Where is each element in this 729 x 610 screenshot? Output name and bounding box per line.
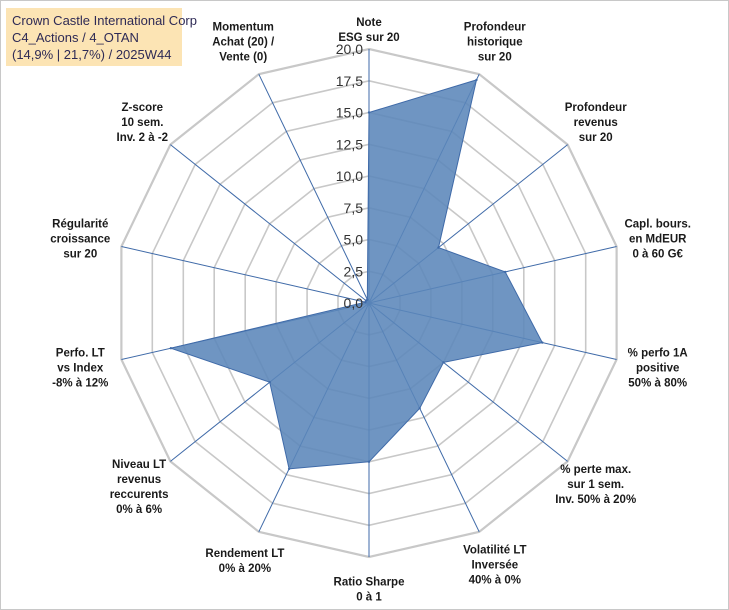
axis-label-10-line-2: revenus [117, 474, 161, 486]
axis-label-7-line-2: Inversée [471, 559, 518, 571]
axis-label-5-line-3: 50% à 80% [628, 378, 687, 390]
radial-tick-labels: 0,0 2,5 5,0 7,5 10,0 12,5 15,0 17,5 20,0 [336, 41, 363, 311]
axis-label-7-line-1: Volatilité LT [463, 544, 526, 556]
axis-label-13-line-1: Z-score [122, 102, 164, 114]
axis-label-1-line-1: Note [356, 17, 382, 29]
axis-label-1: Note ESG sur 20 [338, 17, 399, 44]
axis-label-13-line-3: Inv. 2 à -2 [117, 132, 169, 144]
tick-label-4: 10,0 [336, 168, 363, 184]
tick-label-2: 5,0 [344, 232, 364, 248]
axis-label-3-line-3: sur 20 [579, 132, 613, 144]
axis-label-9-line-1: Rendement LT [205, 548, 284, 560]
data-point-11 [169, 347, 173, 350]
axis-label-8-line-1: Ratio Sharpe [334, 577, 405, 589]
tick-label-6: 15,0 [336, 105, 363, 121]
data-point-1 [367, 111, 371, 114]
axis-label-7-line-3: 40% à 0% [469, 574, 521, 586]
axis-label-4-line-1: Capl. bours. [624, 219, 690, 231]
title-stats: (14,9% | 21,7%) / 2025W44 [12, 47, 172, 62]
axis-label-6: % perte max. sur 1 sem. Inv. 50% à 20% [555, 464, 636, 506]
axis-label-2-line-1: Profondeur [464, 22, 526, 34]
chart-title-box: Crown Castle International Corp C4_Actio… [6, 8, 197, 66]
axis-label-13: Z-score 10 sem. Inv. 2 à -2 [117, 102, 169, 144]
tick-label-7: 17,5 [336, 73, 363, 89]
axis-label-9: Rendement LT 0% à 20% [205, 548, 284, 575]
axis-label-6-line-2: sur 1 sem. [567, 479, 624, 491]
axis-label-3: Profondeur revenus sur 20 [565, 102, 627, 144]
axis-label-2-line-2: historique [467, 37, 523, 49]
axis-label-10-line-3: reccurents [110, 489, 169, 501]
data-point-4 [504, 270, 507, 274]
axis-label-5-line-1: % perfo 1A [628, 348, 688, 360]
axis-label-4-line-3: 0 à 60 G€ [632, 249, 683, 261]
data-point-6 [442, 361, 445, 364]
tick-label-5: 12,5 [336, 136, 363, 152]
axis-labels: Note ESG sur 20 Profondeur historique sur 20… [50, 17, 691, 604]
axis-label-13-line-2: 10 sem. [121, 117, 163, 129]
axis-label-4: Capl. bours. en MdEUR 0 à 60 G€ [624, 219, 690, 261]
axis-label-12: Régularité croissance sur 20 [50, 219, 110, 261]
axis-label-2: Profondeur historique sur 20 [464, 22, 526, 64]
axis-label-5: % perfo 1A positive 50% à 80% [628, 348, 688, 390]
axis-label-11-line-3: -8% à 12% [52, 378, 108, 390]
axis-label-6-line-3: Inv. 50% à 20% [555, 494, 636, 506]
axis-label-1-line-2: ESG sur 20 [338, 32, 399, 44]
data-point-8 [367, 460, 371, 463]
axis-label-8: Ratio Sharpe 0 à 1 [334, 577, 405, 604]
axis-label-3-line-2: revenus [574, 117, 618, 129]
data-point-14 [366, 298, 369, 301]
axis-label-5-line-2: positive [636, 363, 679, 375]
axis-label-6-line-1: % perte max. [560, 464, 631, 476]
axis-label-12-line-1: Régularité [52, 219, 108, 231]
axis-label-9-line-2: 0% à 20% [219, 563, 271, 575]
title-company: Crown Castle International Corp [12, 13, 197, 28]
axis-label-10-line-1: Niveau LT [112, 459, 166, 471]
axis-label-11-line-2: vs Index [57, 363, 104, 375]
axis-label-8-line-2: 0 à 1 [356, 592, 382, 604]
axis-label-14-line-1: Momentum [213, 22, 274, 34]
axis-label-11: Perfo. LT vs Index -8% à 12% [52, 348, 108, 390]
radar-series [169, 78, 544, 471]
axis-label-14: Momentum Achat (20) / Vente (0) [212, 22, 275, 64]
axis-label-4-line-2: en MdEUR [629, 234, 687, 246]
tick-label-0: 0,0 [344, 295, 364, 311]
axis-label-10-line-4: 0% à 6% [116, 504, 162, 516]
data-point-5 [541, 341, 544, 344]
axis-label-14-line-3: Vente (0) [219, 52, 267, 64]
axis-label-14-line-2: Achat (20) / [212, 37, 275, 49]
axis-label-12-line-2: croissance [50, 234, 110, 246]
spoke-13 [170, 144, 370, 304]
axis-label-10: Niveau LT revenus reccurents 0% à 6% [110, 459, 169, 516]
tick-label-3: 7,5 [344, 200, 364, 216]
title-category: C4_Actions / 4_OTAN [12, 30, 139, 45]
spoke-12 [121, 246, 370, 304]
axis-label-11-line-1: Perfo. LT [56, 348, 105, 360]
axis-label-2-line-3: sur 20 [478, 52, 512, 64]
data-point-2 [475, 78, 478, 82]
data-point-9 [287, 467, 291, 471]
spoke-14 [258, 73, 370, 304]
axis-label-3-line-1: Profondeur [565, 102, 627, 114]
data-point-3 [437, 246, 440, 249]
tick-label-8: 20,0 [336, 41, 363, 57]
data-point-7 [418, 407, 421, 410]
tick-label-1: 2,5 [344, 263, 364, 279]
axis-label-7: Volatilité LT Inversée 40% à 0% [463, 544, 526, 586]
data-point-10 [268, 381, 271, 384]
axis-label-12-line-3: sur 20 [63, 249, 97, 261]
